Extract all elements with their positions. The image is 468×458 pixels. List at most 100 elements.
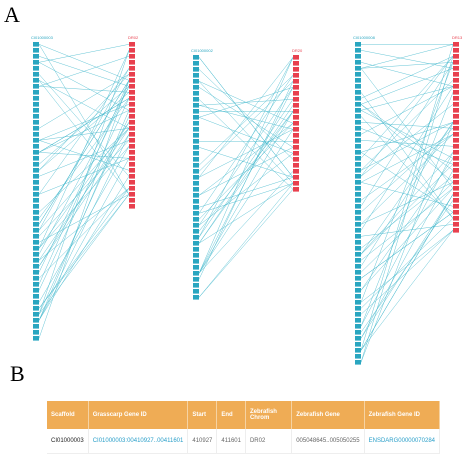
gene-box bbox=[33, 318, 39, 323]
link bbox=[360, 50, 454, 69]
link bbox=[198, 75, 294, 166]
gene-box bbox=[129, 180, 135, 185]
link bbox=[198, 129, 294, 274]
link bbox=[38, 122, 130, 249]
link bbox=[38, 194, 130, 309]
gene-box bbox=[193, 169, 199, 174]
gene-box bbox=[453, 150, 459, 155]
gene-box bbox=[33, 234, 39, 239]
chrom-label: CI01000002 bbox=[191, 48, 214, 53]
gene-box bbox=[129, 102, 135, 107]
link bbox=[38, 80, 130, 339]
link bbox=[360, 212, 454, 279]
panel-label: B bbox=[10, 361, 25, 386]
gene-box bbox=[33, 294, 39, 299]
gene-box bbox=[129, 186, 135, 191]
gene-box bbox=[33, 258, 39, 263]
link bbox=[360, 200, 454, 333]
gene-box bbox=[33, 162, 39, 167]
gene-box bbox=[33, 120, 39, 125]
link bbox=[360, 122, 454, 255]
link bbox=[38, 104, 130, 141]
gene-box bbox=[355, 60, 361, 65]
gene-box bbox=[193, 187, 199, 192]
gene-box bbox=[355, 54, 361, 59]
gene-box bbox=[33, 228, 39, 233]
gene-box bbox=[453, 114, 459, 119]
link bbox=[360, 62, 454, 69]
gene-box bbox=[129, 90, 135, 95]
gene-box bbox=[453, 162, 459, 167]
gene-box bbox=[33, 216, 39, 221]
gene-box bbox=[193, 211, 199, 216]
gene-box bbox=[355, 318, 361, 323]
link bbox=[198, 117, 294, 154]
gene-box bbox=[453, 192, 459, 197]
header-cell: Zebrafish Chrom bbox=[245, 401, 293, 429]
gene-box bbox=[293, 175, 299, 180]
gene-box bbox=[453, 186, 459, 191]
gene-box bbox=[33, 246, 39, 251]
chrom-label: DR20 bbox=[292, 48, 303, 53]
link bbox=[198, 105, 294, 244]
gene-box bbox=[193, 109, 199, 114]
link bbox=[198, 99, 294, 238]
cell: 410927 bbox=[187, 429, 218, 454]
link bbox=[38, 80, 130, 225]
link bbox=[360, 44, 454, 69]
link bbox=[198, 81, 294, 184]
gene-box bbox=[193, 235, 199, 240]
gene-box bbox=[193, 181, 199, 186]
gene-box bbox=[355, 246, 361, 251]
gene-box bbox=[355, 150, 361, 155]
gene-box bbox=[355, 282, 361, 287]
gene-box bbox=[193, 265, 199, 270]
link bbox=[360, 122, 454, 363]
link bbox=[38, 152, 130, 159]
cell: DR02 bbox=[245, 429, 293, 454]
gene-box bbox=[355, 354, 361, 359]
link bbox=[38, 158, 130, 195]
link bbox=[38, 80, 130, 129]
gene-box bbox=[453, 168, 459, 173]
gene-box bbox=[453, 174, 459, 179]
gene-box bbox=[355, 324, 361, 329]
gene-box bbox=[193, 253, 199, 258]
gene-box bbox=[33, 60, 39, 65]
gene-box bbox=[33, 222, 39, 227]
gene-box bbox=[33, 168, 39, 173]
gene-box bbox=[355, 102, 361, 107]
gene-box bbox=[33, 300, 39, 305]
link bbox=[198, 57, 294, 238]
gene-box bbox=[129, 78, 135, 83]
gene-box bbox=[355, 348, 361, 353]
link bbox=[360, 182, 454, 225]
gene-box bbox=[355, 264, 361, 269]
link bbox=[198, 183, 294, 214]
link bbox=[360, 182, 454, 273]
gene-box bbox=[129, 156, 135, 161]
synteny-panel: A B CI01000003 DR02 CI01000002 DR20 CI010000… bbox=[4, 2, 463, 386]
link bbox=[360, 230, 454, 351]
gene-box bbox=[33, 114, 39, 119]
gene-box bbox=[355, 72, 361, 77]
link bbox=[360, 122, 454, 267]
gene-box bbox=[355, 336, 361, 341]
gene-box bbox=[293, 73, 299, 78]
gene-box bbox=[33, 336, 39, 341]
gene-box bbox=[33, 330, 39, 335]
gene-box bbox=[355, 360, 361, 365]
link bbox=[198, 183, 294, 244]
gene-box bbox=[193, 277, 199, 282]
chrom-label: DR13 bbox=[452, 35, 463, 40]
gene-box bbox=[129, 72, 135, 77]
link bbox=[198, 111, 294, 244]
link bbox=[38, 44, 130, 81]
gene-box bbox=[355, 270, 361, 275]
gene-box bbox=[453, 120, 459, 125]
link bbox=[198, 57, 294, 274]
gene-box bbox=[453, 78, 459, 83]
gene-box bbox=[193, 217, 199, 222]
gene-box bbox=[355, 300, 361, 305]
link bbox=[360, 218, 454, 309]
